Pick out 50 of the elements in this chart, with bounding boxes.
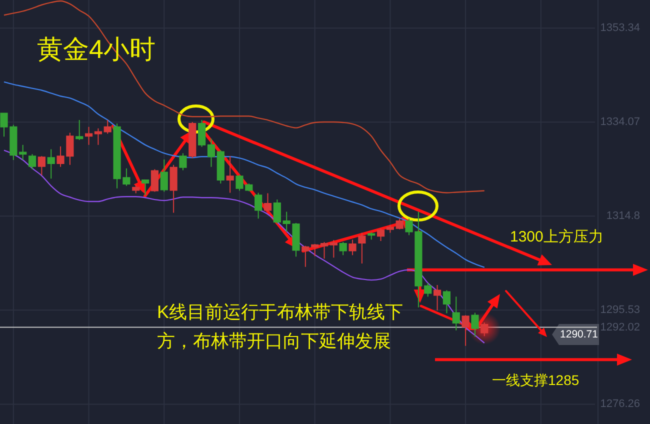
candlestick xyxy=(142,179,150,196)
candlestick xyxy=(480,322,488,337)
candlestick xyxy=(462,314,470,346)
candlestick xyxy=(47,148,55,180)
candlestick xyxy=(254,192,262,220)
candlestick xyxy=(226,156,234,194)
candlestick xyxy=(368,232,376,240)
text: 1290.71 xyxy=(560,328,598,340)
candlestick xyxy=(84,126,93,146)
candlestick xyxy=(198,120,206,148)
candlestick xyxy=(358,232,366,264)
y-tick-label: 1353.34 xyxy=(600,22,640,34)
candlestick xyxy=(452,296,460,331)
candlestick xyxy=(320,242,328,260)
candlestick xyxy=(28,154,36,170)
candlestick xyxy=(76,120,84,141)
y-tick-label: 1314.8 xyxy=(606,210,640,222)
candlestick xyxy=(302,245,310,268)
ref-line-label: 1292.02 xyxy=(600,321,640,334)
candlestick xyxy=(273,199,281,224)
candlestick xyxy=(207,138,216,168)
candlestick xyxy=(442,290,451,314)
candlestick xyxy=(160,159,168,192)
candlestick xyxy=(339,242,347,256)
y-tick-label: 1295.53 xyxy=(600,304,640,316)
text: 一线支撑1285 xyxy=(492,372,580,388)
candlestick xyxy=(386,224,394,234)
candlestick xyxy=(330,240,338,258)
candlestick xyxy=(188,121,196,159)
candlestick xyxy=(264,192,272,212)
candlestick xyxy=(19,144,27,161)
candlestick xyxy=(150,168,159,192)
candlestick xyxy=(311,243,319,257)
candlestick xyxy=(170,164,178,214)
line-series xyxy=(3,0,485,194)
text: 1300上方压力 xyxy=(510,228,604,246)
candlestick xyxy=(94,128,102,146)
candlestick xyxy=(132,184,140,194)
y-tick-label: 1334.07 xyxy=(600,116,640,128)
candlestick xyxy=(179,152,187,171)
candlestick xyxy=(376,228,385,242)
annotation: K线目前运行于布林带下轨线下方，布林带开口向下延伸发展 xyxy=(157,302,404,351)
candlestick xyxy=(348,239,356,256)
candlestick xyxy=(433,284,442,311)
candlestick xyxy=(471,312,479,338)
candlestick xyxy=(216,150,224,184)
candlestick xyxy=(396,218,404,230)
candlestick xyxy=(38,156,46,176)
y-tick-label: 1276.26 xyxy=(600,398,640,410)
candlestick xyxy=(104,120,112,134)
